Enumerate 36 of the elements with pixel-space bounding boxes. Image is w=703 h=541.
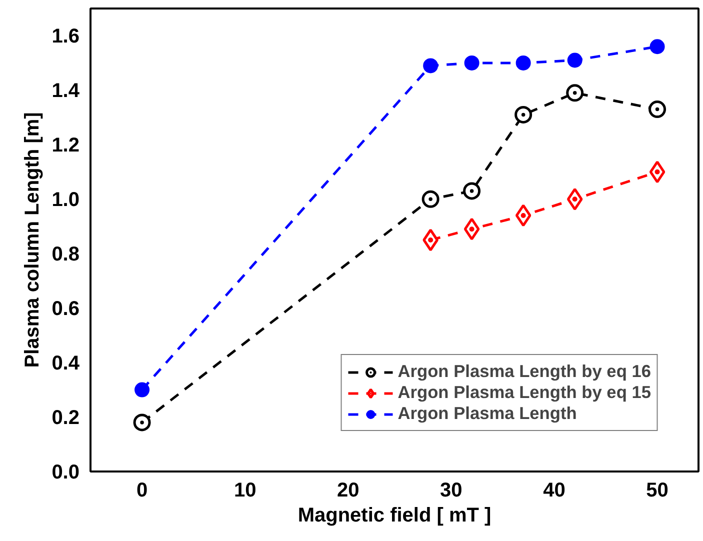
x-tick-label: 10 — [234, 480, 256, 502]
x-tick-label: 20 — [337, 480, 360, 502]
point — [423, 58, 438, 74]
point — [566, 188, 583, 210]
y-tick-label: 0.6 — [52, 298, 80, 320]
y-tick-label: 0.4 — [52, 352, 80, 375]
y-tick-label: 1.6 — [52, 26, 80, 48]
y-tick-label: 0.2 — [52, 407, 80, 430]
legend-label: Argon Plasma Length by eq 16 — [398, 361, 651, 382]
legend-label: Argon Plasma Length by eq 15 — [398, 382, 651, 403]
x-tick-label: 30 — [440, 480, 462, 502]
point — [464, 55, 480, 70]
point — [516, 55, 531, 70]
y-tick-label: 1.0 — [52, 189, 80, 212]
point — [567, 52, 582, 68]
point — [515, 204, 532, 227]
point — [649, 160, 666, 184]
point — [463, 182, 481, 200]
legend-label: Argon Plasma Length — [398, 403, 577, 424]
point — [133, 414, 151, 432]
y-tick-label: 0.0 — [52, 462, 80, 484]
x-tick-label: 40 — [543, 480, 566, 502]
y-tick-label: 1.2 — [52, 134, 80, 157]
point — [650, 39, 665, 54]
point — [648, 100, 666, 118]
x-axis-title: Magnetic field [ mT ] — [298, 504, 492, 526]
point — [134, 382, 150, 398]
x-tick-label: 0 — [136, 480, 148, 502]
point — [464, 218, 480, 240]
point — [422, 190, 440, 208]
y-tick-label: 1.4 — [52, 80, 80, 102]
y-axis-title: Plasma column Length [m] — [22, 112, 44, 368]
point — [566, 84, 584, 102]
point — [514, 106, 532, 124]
x-tick-label: 50 — [646, 480, 668, 502]
y-tick-label: 0.8 — [52, 244, 80, 266]
